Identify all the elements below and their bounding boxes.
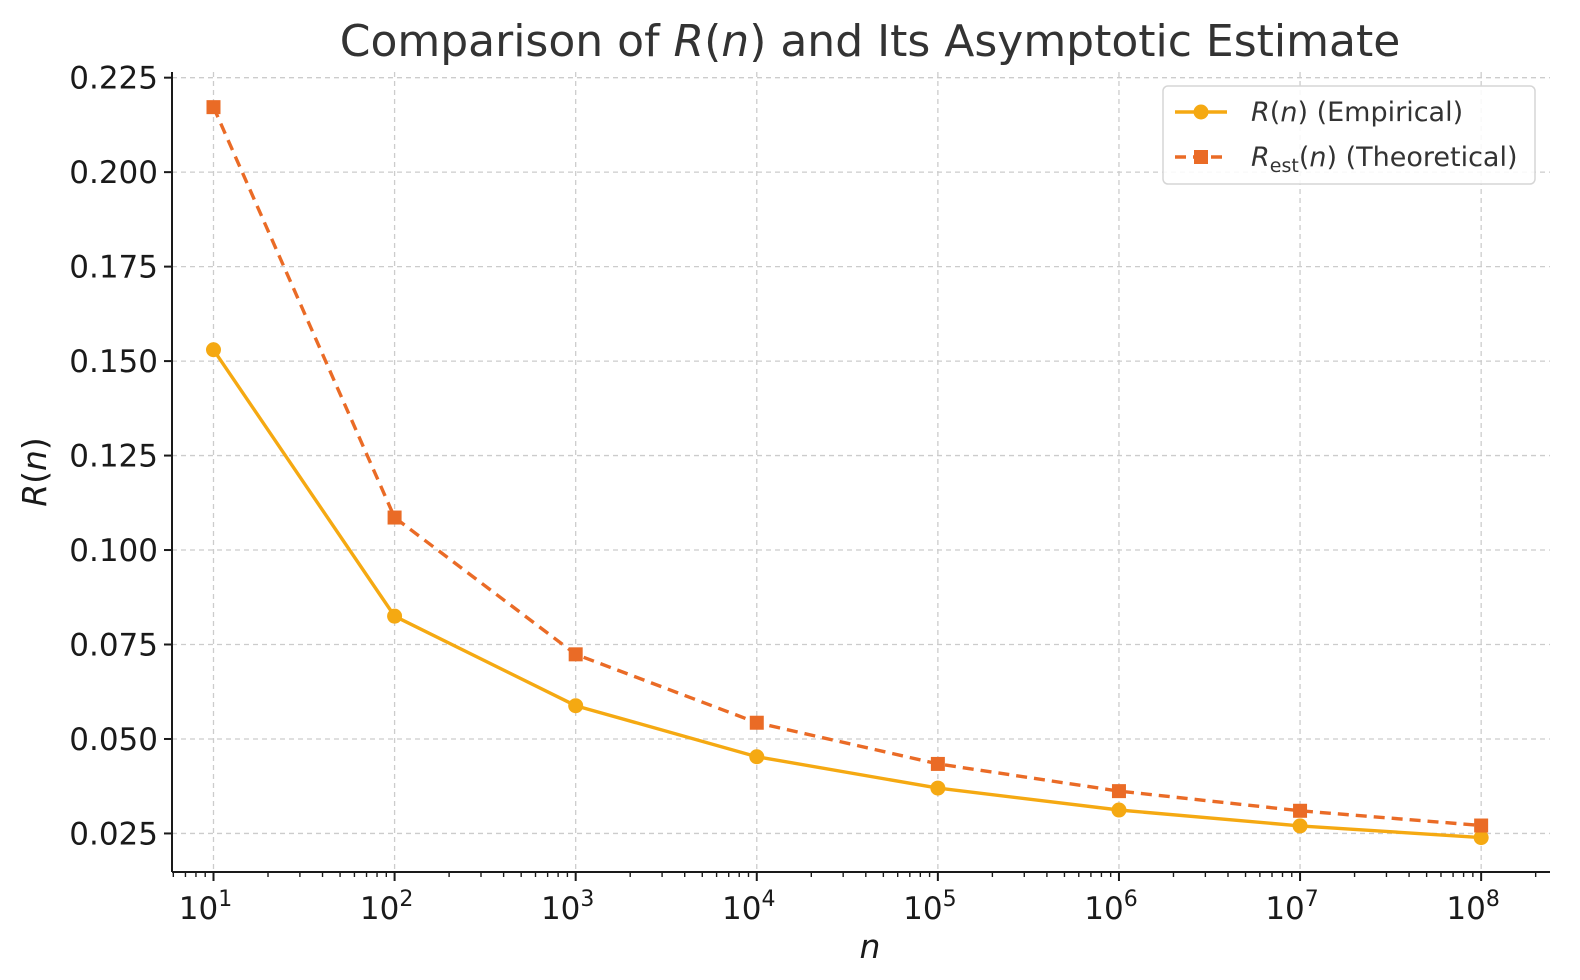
x-tick-label: 107 [1265, 887, 1318, 927]
data-point [1474, 818, 1489, 833]
data-point [1111, 802, 1127, 818]
y-tick-label: 0.100 [69, 533, 158, 569]
y-tick-label: 0.150 [69, 344, 158, 380]
x-tick-label: 106 [1084, 887, 1137, 927]
series [205, 100, 1489, 846]
legend-entry: Rest(n) (Theoretical) [1175, 142, 1518, 177]
series-2 [206, 100, 1489, 833]
y-tick-label: 0.050 [69, 722, 158, 758]
data-point [387, 608, 403, 624]
axes [171, 72, 1550, 873]
legend-marker [1193, 104, 1209, 120]
chart-title: Comparison of R(n) and Its Asymptotic Es… [340, 16, 1401, 67]
grid [172, 72, 1550, 872]
legend-box [1162, 85, 1536, 185]
x-tick-label: 102 [360, 887, 413, 927]
data-point [205, 342, 221, 358]
y-tick-label: 0.175 [69, 250, 158, 286]
ticks: 0.025 0.050 0.075 0.100 0.125 0.150 0.175 0.200… [69, 61, 1537, 927]
legend-entry: R(n) (Empirical) [1175, 97, 1463, 128]
data-point [206, 100, 221, 115]
data-point [568, 647, 583, 662]
x-tick-label: 105 [903, 887, 956, 927]
y-tick-label: 0.125 [69, 439, 158, 475]
data-point [930, 780, 946, 796]
legend-label: Rest(n) (Theoretical) [1251, 142, 1518, 177]
legend-label: R(n) (Empirical) [1251, 97, 1463, 128]
data-point [749, 749, 765, 765]
x-tick-label: 108 [1446, 887, 1499, 927]
data-point [1111, 784, 1126, 799]
y-axis-label: R(n) [15, 437, 54, 507]
x-tick-label: 103 [541, 887, 594, 927]
x-tick-label: 101 [179, 887, 232, 927]
data-point [1473, 830, 1489, 846]
data-point [930, 756, 945, 771]
y-tick-label: 0.225 [69, 61, 158, 97]
data-point [568, 698, 584, 714]
data-point [387, 510, 402, 525]
data-point [1292, 818, 1308, 834]
series-line [211, 106, 1482, 828]
series-line [212, 348, 1482, 840]
y-tick-label: 0.025 [69, 816, 158, 852]
y-tick-label: 0.075 [69, 628, 158, 664]
y-tick-label: 0.200 [69, 155, 158, 191]
data-point [1293, 803, 1308, 818]
x-tick-label: 104 [722, 887, 775, 927]
series-1 [205, 342, 1489, 846]
legend: R(n) (Empirical) Rest(n) (Theoretical) [1162, 85, 1536, 185]
x-axis-label: n [860, 927, 881, 966]
data-point [749, 715, 764, 730]
legend-marker [1194, 150, 1208, 164]
